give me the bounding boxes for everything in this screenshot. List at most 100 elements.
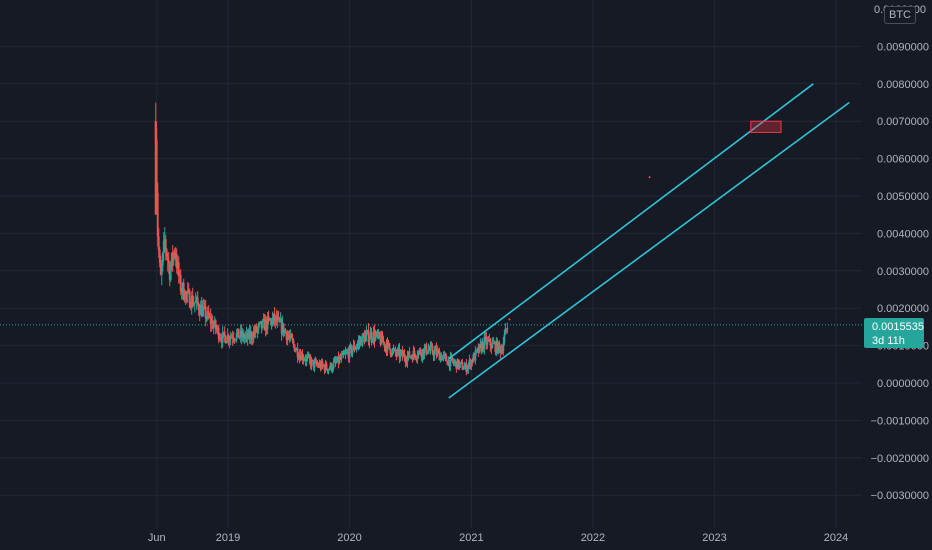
- candle-body: [425, 344, 428, 354]
- candle-body: [304, 359, 307, 362]
- candle-body: [279, 319, 282, 323]
- candle-body: [203, 306, 206, 308]
- candle-body: [247, 330, 250, 339]
- candle-body: [299, 354, 302, 361]
- candle-body: [231, 336, 234, 339]
- candle-body: [392, 349, 395, 351]
- channel-upper-line[interactable]: [448, 83, 814, 360]
- candle-body: [268, 318, 271, 321]
- candle-body: [504, 328, 507, 335]
- candle-body: [410, 356, 413, 358]
- x-tick-label: 2020: [337, 532, 361, 544]
- candle-body: [202, 306, 205, 309]
- candle-body: [331, 368, 334, 371]
- candle-body: [166, 256, 169, 261]
- candle-body: [199, 305, 202, 315]
- candle-body: [327, 369, 330, 372]
- candle-body: [375, 332, 378, 335]
- candle-body: [161, 253, 164, 266]
- candle-body: [347, 352, 350, 359]
- candle-body: [320, 361, 323, 369]
- candle-body: [471, 360, 474, 363]
- candle-body: [286, 335, 289, 341]
- candle-body: [160, 265, 163, 275]
- candle-body: [164, 239, 167, 250]
- candle-body: [501, 350, 504, 352]
- candle-body: [397, 348, 400, 350]
- candle-body: [251, 338, 254, 340]
- candle-body: [434, 348, 437, 351]
- candle-body: [217, 327, 220, 340]
- candle-body: [388, 343, 391, 349]
- current-price-label: 0.0015535: [872, 321, 924, 333]
- candle-body: [339, 357, 342, 360]
- candle-body: [201, 308, 204, 317]
- candle-body: [172, 252, 175, 261]
- candle-body: [432, 352, 435, 356]
- candle-body: [414, 354, 417, 358]
- candle-body: [190, 296, 193, 309]
- candle-body: [245, 332, 248, 336]
- candle-body: [380, 334, 383, 345]
- candle-body: [436, 350, 439, 355]
- candle-body: [302, 359, 305, 361]
- candle-body: [422, 349, 425, 356]
- candle-body: [223, 331, 226, 337]
- price-axis[interactable]: 0.0090000 0.0080000 0.0070000 0.0060000 0.00…: [871, 4, 929, 502]
- candle-body: [182, 282, 185, 300]
- candle-body: [254, 326, 257, 334]
- candle-body: [418, 349, 421, 352]
- candle-body: [293, 344, 296, 352]
- candle-body: [435, 348, 438, 355]
- candle-body: [232, 338, 235, 340]
- candle-body: [238, 337, 241, 339]
- candle-body: [312, 360, 315, 368]
- candle-body: [462, 369, 465, 371]
- candle-body: [437, 350, 440, 352]
- candle-body: [457, 359, 460, 368]
- candle-body: [428, 349, 431, 351]
- candle-body: [219, 338, 222, 340]
- candle-body: [306, 356, 309, 358]
- candle-body: [401, 350, 404, 357]
- candle-body: [484, 336, 487, 338]
- candle-body: [255, 326, 258, 332]
- candle-body: [426, 353, 429, 355]
- currency-badge[interactable]: BTC: [884, 6, 916, 24]
- candle-body: [454, 361, 457, 363]
- candle-body: [336, 356, 339, 362]
- candle-body: [173, 252, 176, 254]
- candle-body: [379, 337, 382, 345]
- candle-body: [441, 356, 444, 361]
- candle-body: [370, 332, 373, 340]
- candle-body: [412, 350, 415, 361]
- candle-body: [405, 361, 408, 363]
- candle-body: [269, 319, 272, 321]
- candle-body: [295, 348, 298, 351]
- candle-body: [357, 341, 360, 344]
- channel-drawing[interactable]: [448, 83, 850, 399]
- candle-body: [284, 329, 287, 333]
- candle-body: [253, 331, 256, 334]
- candle-body: [348, 346, 351, 359]
- candle-body: [496, 340, 499, 353]
- target-box[interactable]: [750, 120, 782, 133]
- candle-body: [333, 360, 336, 363]
- candle-body: [163, 239, 166, 241]
- candle-body: [394, 348, 397, 353]
- channel-lower-line[interactable]: [448, 101, 850, 399]
- candle-body: [446, 361, 449, 366]
- candle-body: [272, 313, 275, 319]
- candle-body: [308, 355, 311, 360]
- candle-body: [287, 335, 290, 337]
- candle-body: [324, 363, 327, 371]
- current-price-tag: 0.0015535 3d 11h: [864, 318, 924, 348]
- candle-body: [334, 360, 337, 363]
- candle-body: [369, 332, 372, 339]
- candle-body: [346, 352, 349, 354]
- candle-body: [368, 338, 371, 343]
- marker-dot: [508, 318, 511, 321]
- time-axis[interactable]: Jun 2019 2020 2021 2022 2023 2024: [148, 532, 848, 544]
- candle-body: [342, 352, 345, 355]
